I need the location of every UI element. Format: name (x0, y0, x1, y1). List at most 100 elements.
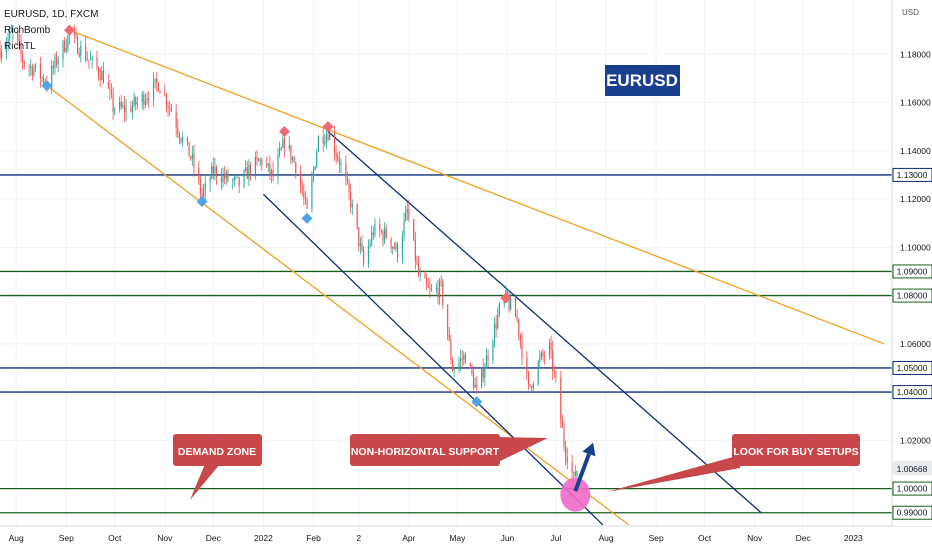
candle-body (5, 43, 8, 53)
pivot-high-marker[interactable] (63, 24, 75, 36)
candle-body (34, 63, 37, 69)
candle-body (175, 111, 177, 128)
candle-body (236, 176, 239, 178)
candle-body (102, 70, 104, 83)
pivot-low-marker[interactable] (471, 396, 483, 408)
candle-body (573, 471, 575, 473)
x-tick-label: 2022 (254, 533, 273, 543)
pivot-high-marker[interactable] (278, 126, 290, 137)
demand-zone-pointer (190, 464, 220, 500)
candle-body (458, 361, 460, 369)
indicator-legend-richbomb[interactable]: RichBomb (4, 25, 51, 36)
candle-body (10, 31, 12, 32)
candle-body (182, 137, 184, 142)
x-tick-label: Oct (698, 533, 712, 543)
pivot-high-marker[interactable] (500, 292, 512, 304)
candle-body (439, 280, 441, 298)
x-tick-label: Nov (157, 533, 173, 543)
x-tick-label: Aug (9, 533, 24, 543)
candle-body (430, 289, 433, 291)
price-level-badge (892, 481, 932, 496)
candle-body (510, 298, 512, 310)
candle-body (133, 97, 135, 106)
pivot-high-marker[interactable] (322, 121, 334, 133)
candle-body (248, 164, 250, 179)
x-tick-label: Jul (550, 533, 561, 543)
candle-body (295, 162, 297, 173)
candle-body (514, 298, 517, 317)
y-tick-label: 1.16000 (900, 98, 931, 108)
buy-setups-box (732, 434, 860, 466)
support-callout: NON-HORIZONTAL SUPPORT (350, 434, 548, 466)
candle-body (18, 40, 20, 44)
candle-body (55, 56, 58, 65)
candle-body (135, 97, 137, 105)
price-level-label: 0.99000 (897, 508, 928, 518)
candle-body (212, 165, 214, 173)
price-level-badge (892, 288, 932, 303)
candle-body (301, 186, 303, 193)
candle-body (384, 228, 386, 241)
pivot-low-marker[interactable] (41, 80, 53, 92)
pivot-low-marker[interactable] (301, 212, 313, 224)
candle-body (110, 90, 113, 95)
candle-body (363, 250, 365, 264)
candle-body (540, 352, 542, 358)
candle-body (258, 158, 260, 161)
symbol-legend[interactable]: EURUSD, 1D, FXCM (4, 9, 98, 20)
candle-body (54, 56, 56, 68)
candle-body (198, 167, 200, 180)
price-level-badge (892, 264, 932, 279)
time-axis-panel[interactable] (0, 527, 932, 550)
orange-upper-trendline[interactable] (69, 29, 885, 345)
channel-upper-line[interactable] (327, 131, 762, 514)
candle-body (245, 167, 247, 171)
candle-body (460, 358, 462, 362)
candle-body (469, 363, 471, 366)
y-tick-label: 1.14000 (900, 146, 931, 156)
candle-body (338, 159, 340, 165)
candle-body (52, 65, 54, 68)
candle-body (346, 178, 349, 182)
candle-body (358, 227, 360, 246)
candle-body (177, 127, 179, 134)
candle-body (498, 303, 500, 315)
candle-body (28, 66, 30, 68)
y-tick-label: 1.06000 (900, 339, 931, 349)
orange-lower-trendline[interactable] (46, 85, 630, 526)
candle-body (266, 164, 268, 166)
candle-body (225, 172, 227, 179)
candle-body (288, 145, 290, 149)
candle-body (215, 167, 218, 178)
x-tick-label: Sep (649, 533, 664, 543)
candle-body (112, 94, 114, 112)
candle-body (340, 163, 342, 165)
channel-lower-line[interactable] (262, 193, 604, 526)
x-tick-label: Oct (108, 533, 122, 543)
price-axis-panel[interactable] (893, 0, 932, 526)
candle-body (220, 177, 222, 183)
indicator-legend-richtl[interactable]: RichTL (4, 41, 36, 52)
candle-body (193, 153, 195, 168)
candle-body (316, 151, 318, 167)
price-level-label: 1.09000 (897, 266, 928, 276)
candle-body (122, 105, 124, 107)
candle-body (75, 34, 77, 37)
candle-body (424, 273, 426, 279)
candle-body (246, 167, 248, 179)
horizontal-price-lines (0, 174, 892, 514)
candle-body (249, 164, 252, 174)
candle-body (367, 246, 370, 264)
price-level-label: 1.00000 (897, 484, 928, 494)
candle-body (481, 367, 483, 387)
pivot-low-marker[interactable] (196, 195, 208, 207)
candle-body (451, 359, 454, 372)
candle-body (526, 357, 528, 374)
candle-body (188, 141, 190, 157)
candle-body (154, 78, 156, 82)
candle-body (211, 165, 213, 179)
demand-zone-label: DEMAND ZONE (178, 446, 256, 458)
candle-body (565, 446, 567, 457)
